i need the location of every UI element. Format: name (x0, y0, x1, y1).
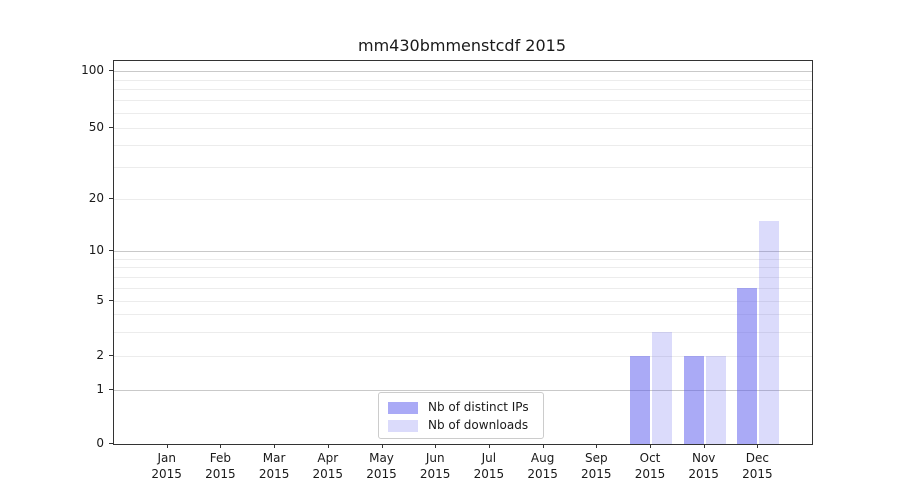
x-tick-month: Mar (262, 451, 286, 465)
gridline-minor (114, 112, 812, 114)
gridline-minor (114, 79, 812, 81)
legend: Nb of distinct IPs Nb of downloads (378, 392, 544, 439)
x-tick-year: 2015 (634, 467, 666, 481)
gridline-minor (114, 267, 812, 269)
gridline-major (114, 390, 812, 391)
y-axis-tick-label: 0 (96, 436, 104, 450)
x-tick-year: 2015 (151, 467, 182, 481)
x-tick-mark (166, 444, 168, 448)
y-axis-tick-label: 2 (96, 348, 104, 362)
x-tick-year: 2015 (581, 467, 612, 481)
gridline-minor (114, 127, 812, 129)
x-tick-month: Jan (157, 451, 176, 465)
y-tick-mark (109, 198, 113, 199)
y-axis-tick-label: 10 (88, 243, 104, 257)
plot-area (113, 60, 813, 445)
x-tick-year: 2015 (312, 467, 344, 481)
gridline-minor (114, 314, 812, 316)
gridline-minor (114, 89, 812, 91)
x-tick-mark (381, 444, 383, 448)
legend-item-distinct-ips: Nb of distinct IPs (388, 399, 535, 416)
x-axis-tick-label: Feb 2015 (180, 450, 260, 482)
gridline-minor (114, 276, 812, 278)
x-tick-month: Nov (691, 451, 716, 465)
y-axis-tick-label: 1 (96, 382, 104, 396)
y-tick-mark (109, 300, 113, 301)
y-axis-tick-label: 50 (88, 119, 104, 134)
x-tick-month: Apr (317, 451, 339, 465)
gridline-minor (114, 301, 812, 302)
bar-distinct-ips (683, 356, 704, 444)
legend-label-downloads: Nb of downloads (428, 418, 529, 432)
gridline-minor (114, 331, 812, 333)
x-axis-tick-label: Nov 2015 (664, 450, 744, 482)
x-axis-tick-label: May 2015 (342, 450, 422, 482)
legend-label-distinct-ips: Nb of distinct IPs (428, 400, 529, 414)
x-axis-tick-label: Dec 2015 (717, 450, 797, 482)
y-tick-mark (109, 126, 113, 128)
gridline-major (114, 251, 812, 252)
x-axis-tick-label: Aug 2015 (503, 450, 583, 482)
bar-downloads (759, 220, 780, 444)
chart-title: mm430bmmenstcdf 2015 (357, 36, 567, 55)
x-tick-mark (220, 444, 222, 448)
x-axis-tick-label: Apr 2015 (288, 450, 368, 482)
legend-item-downloads: Nb of downloads (388, 417, 535, 434)
x-tick-month: Feb (209, 451, 232, 465)
gridline-minor (114, 258, 812, 260)
x-axis-tick-label: Jun 2015 (395, 450, 475, 482)
x-tick-month: Oct (639, 451, 661, 465)
x-tick-mark (274, 444, 276, 448)
x-tick-year: 2015 (742, 467, 773, 481)
gridline-minor (114, 100, 812, 102)
x-axis-tick-label: Sep 2015 (556, 450, 636, 482)
x-tick-mark (327, 444, 329, 448)
x-axis-tick-label: Mar 2015 (234, 450, 314, 482)
bar-downloads (652, 331, 672, 444)
x-tick-mark (650, 444, 651, 448)
x-tick-month: May (369, 451, 394, 465)
y-tick-mark (109, 355, 113, 356)
gridline-minor (114, 199, 812, 200)
x-tick-month: Jun (425, 451, 445, 465)
gridline-minor (114, 167, 812, 169)
y-tick-mark (109, 70, 113, 71)
x-tick-year: 2015 (205, 467, 236, 481)
gridline-minor (114, 144, 812, 146)
x-tick-month: Sep (584, 451, 608, 465)
x-axis-tick-label: Oct 2015 (610, 450, 690, 482)
bar-distinct-ips (737, 287, 758, 444)
x-tick-month: Aug (530, 451, 555, 465)
x-tick-mark (757, 444, 759, 448)
y-tick-mark (109, 389, 113, 390)
x-axis-tick-label: Jan 2015 (127, 450, 207, 482)
x-tick-year: 2015 (527, 467, 558, 481)
x-tick-year: 2015 (473, 467, 505, 481)
y-axis-tick-label: 100 (81, 63, 104, 77)
x-tick-year: 2015 (688, 467, 719, 481)
x-tick-mark (488, 444, 490, 448)
gridline-minor (114, 356, 812, 357)
bar-distinct-ips (630, 356, 650, 444)
gridline-minor (114, 287, 812, 289)
x-tick-month: Jul (481, 451, 497, 465)
x-tick-year: 2015 (366, 467, 397, 481)
x-tick-mark (596, 444, 598, 448)
y-tick-mark (109, 443, 113, 444)
x-tick-mark (435, 444, 437, 448)
x-tick-year: 2015 (258, 467, 290, 481)
x-axis-tick-label: Jul 2015 (449, 450, 529, 482)
legend-swatch-downloads (388, 419, 418, 432)
x-tick-year: 2015 (419, 467, 451, 481)
y-axis-tick-label: 20 (88, 191, 104, 205)
gridline-major (114, 71, 812, 72)
bar-downloads (705, 356, 726, 444)
y-axis-tick-label: 5 (96, 293, 104, 307)
x-tick-mark (703, 444, 705, 448)
x-tick-mark (542, 444, 544, 448)
y-tick-mark (109, 250, 113, 251)
legend-swatch-distinct-ips (388, 401, 418, 414)
x-tick-month: Dec (745, 451, 769, 465)
